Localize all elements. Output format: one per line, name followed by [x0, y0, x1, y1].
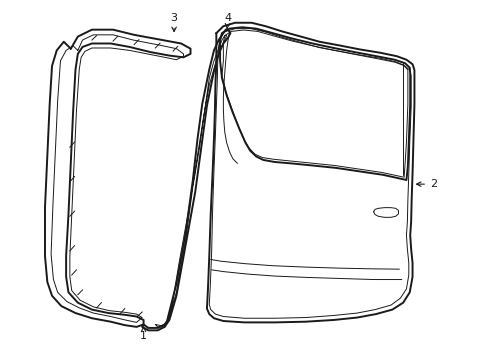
Text: 2: 2 — [416, 179, 436, 189]
Text: 4: 4 — [224, 13, 231, 28]
Text: 1: 1 — [140, 327, 147, 341]
Text: 3: 3 — [170, 13, 177, 32]
